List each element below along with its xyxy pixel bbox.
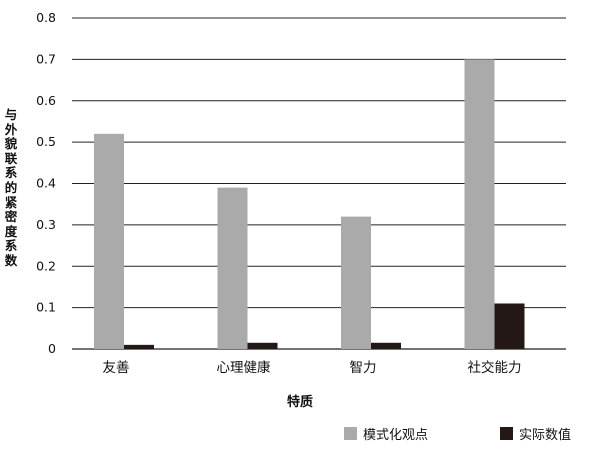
bar-stereotype <box>217 187 248 349</box>
bar-actual <box>247 342 278 349</box>
legend-swatch-actual <box>500 427 513 440</box>
y-tick-label: 0.6 <box>36 93 56 108</box>
bar-stereotype <box>464 59 495 349</box>
x-tick-label: 社交能力 <box>468 359 522 376</box>
x-tick-label: 心理健康 <box>217 359 271 376</box>
y-tick-label: 0.7 <box>36 51 56 66</box>
x-tick-label: 友善 <box>103 360 130 376</box>
bar-actual <box>124 344 154 349</box>
x-axis-label: 特质 <box>286 395 313 410</box>
bar-actual <box>494 303 525 349</box>
y-tick-label: 0.3 <box>36 217 56 232</box>
legend-item-stereotype: 模式化观点 <box>344 424 428 443</box>
y-tick-label: 0.8 <box>36 10 56 25</box>
y-tick-label: 0.4 <box>36 176 56 191</box>
legend-item-actual: 实际数值 <box>500 424 571 443</box>
bar-actual <box>371 342 401 349</box>
y-tick-label: 0.1 <box>36 300 56 315</box>
bar-stereotype <box>94 133 124 349</box>
legend-label-stereotype: 模式化观点 <box>363 428 429 443</box>
y-axis-label: 与外貌联系的紧密度系数 <box>4 107 18 268</box>
legend-swatch-stereotype <box>344 427 357 440</box>
y-tick-label: 0 <box>48 341 56 356</box>
bar-stereotype <box>341 216 371 349</box>
x-tick-label: 智力 <box>350 360 377 376</box>
y-tick-label: 0.2 <box>36 258 56 273</box>
y-tick-label: 0.5 <box>36 134 56 149</box>
legend-label-actual: 实际数值 <box>519 428 572 443</box>
